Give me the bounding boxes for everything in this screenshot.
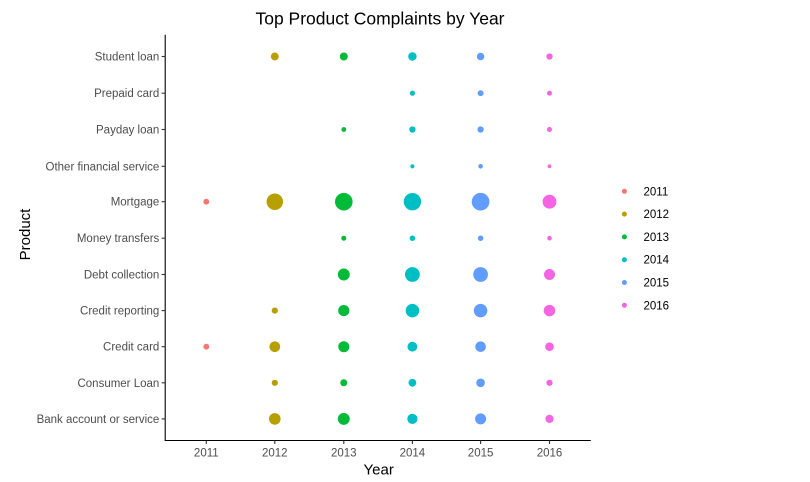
svg-text:2011: 2011 xyxy=(194,448,219,460)
svg-text:Consumer Loan: Consumer Loan xyxy=(77,378,159,390)
svg-text:2014: 2014 xyxy=(400,448,426,460)
svg-text:Other financial service: Other financial service xyxy=(46,161,160,173)
svg-text:2011: 2011 xyxy=(644,186,669,198)
svg-text:Bank account or service: Bank account or service xyxy=(37,414,160,426)
svg-text:2013: 2013 xyxy=(644,232,670,244)
svg-text:2015: 2015 xyxy=(644,278,670,290)
svg-text:2014: 2014 xyxy=(644,255,670,267)
svg-text:Credit card: Credit card xyxy=(103,342,159,354)
svg-text:2015: 2015 xyxy=(468,448,494,460)
svg-text:Top Product Complaints by Year: Top Product Complaints by Year xyxy=(255,9,504,29)
svg-text:Debt collection: Debt collection xyxy=(84,270,159,282)
svg-text:Credit reporting: Credit reporting xyxy=(80,306,159,318)
svg-text:Product: Product xyxy=(17,208,34,261)
svg-text:2016: 2016 xyxy=(644,300,670,312)
svg-text:Money transfers: Money transfers xyxy=(77,233,160,245)
svg-text:Student loan: Student loan xyxy=(95,52,160,64)
svg-text:Mortgage: Mortgage xyxy=(111,197,160,209)
svg-text:Payday loan: Payday loan xyxy=(96,125,159,137)
svg-text:2016: 2016 xyxy=(537,448,563,460)
svg-text:2012: 2012 xyxy=(644,209,670,221)
svg-text:2012: 2012 xyxy=(262,448,288,460)
svg-text:2013: 2013 xyxy=(331,448,357,460)
svg-text:Prepaid card: Prepaid card xyxy=(94,88,159,100)
svg-text:Year: Year xyxy=(364,461,394,478)
